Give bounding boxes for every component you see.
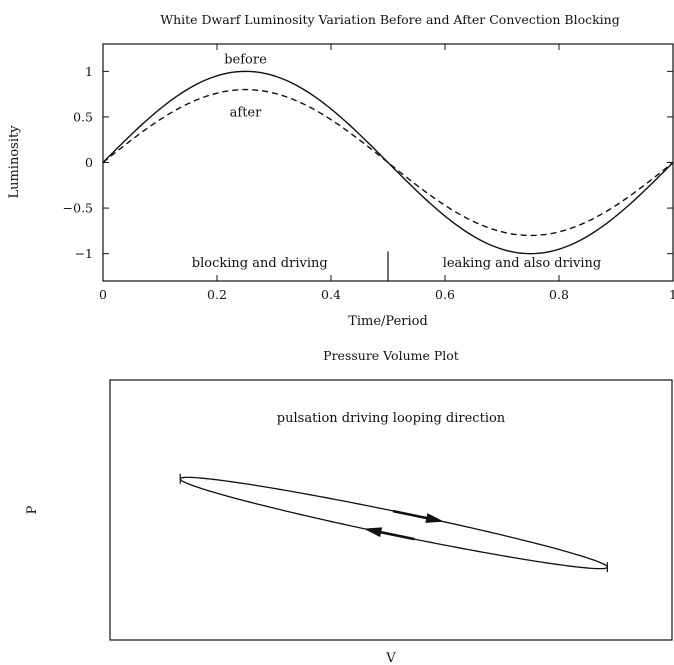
x-tick-label: 0 — [99, 287, 107, 302]
pv-chart: Pressure Volume Plot pulsation driving l… — [25, 348, 673, 665]
pv-x-axis-label: V — [385, 651, 396, 665]
x-tick-label: 1 — [669, 287, 674, 302]
series-before-line — [102, 70, 674, 255]
x-tick-label: 0.8 — [549, 287, 569, 302]
x-tick-label: 0.6 — [435, 287, 455, 302]
x-tick-label: 0.2 — [207, 287, 227, 302]
arrow-right-icon — [392, 509, 444, 523]
luminosity-y-axis-label: Luminosity — [7, 125, 22, 199]
leaking-phase-label: leaking and also driving — [443, 256, 601, 271]
arrow-shaft — [392, 509, 427, 520]
luminosity-x-ticks: 0 0.2 0.4 0.6 0.8 1 — [99, 44, 674, 302]
luminosity-chart-title: White Dwarf Luminosity Variation Before … — [160, 12, 620, 27]
series-before-label: before — [224, 52, 267, 67]
y-tick-label: 1 — [85, 64, 93, 79]
luminosity-y-ticks: 1 0.5 0 −0.5 −1 — [63, 64, 673, 261]
luminosity-chart: White Dwarf Luminosity Variation Before … — [7, 12, 674, 329]
y-tick-label: −0.5 — [63, 201, 93, 216]
luminosity-x-axis-label: Time/Period — [348, 314, 428, 329]
pv-chart-title: Pressure Volume Plot — [323, 348, 459, 363]
pv-annotation: pulsation driving looping direction — [277, 411, 506, 426]
arrow-shaft — [380, 531, 415, 541]
arrow-left-icon — [363, 527, 415, 541]
series-after-line — [102, 88, 674, 237]
arrow-head — [363, 527, 383, 538]
y-tick-label: 0.5 — [73, 109, 93, 124]
arrow-head — [425, 513, 444, 523]
blocking-phase-label: blocking and driving — [192, 256, 328, 271]
pv-loop-curve — [179, 476, 609, 570]
pv-y-axis-label: P — [25, 505, 40, 514]
y-tick-label: 0 — [85, 155, 93, 170]
series-after-label: after — [230, 105, 262, 120]
x-tick-label: 0.4 — [321, 287, 341, 302]
y-tick-label: −1 — [75, 246, 93, 261]
pv-plot-frame — [109, 379, 673, 641]
